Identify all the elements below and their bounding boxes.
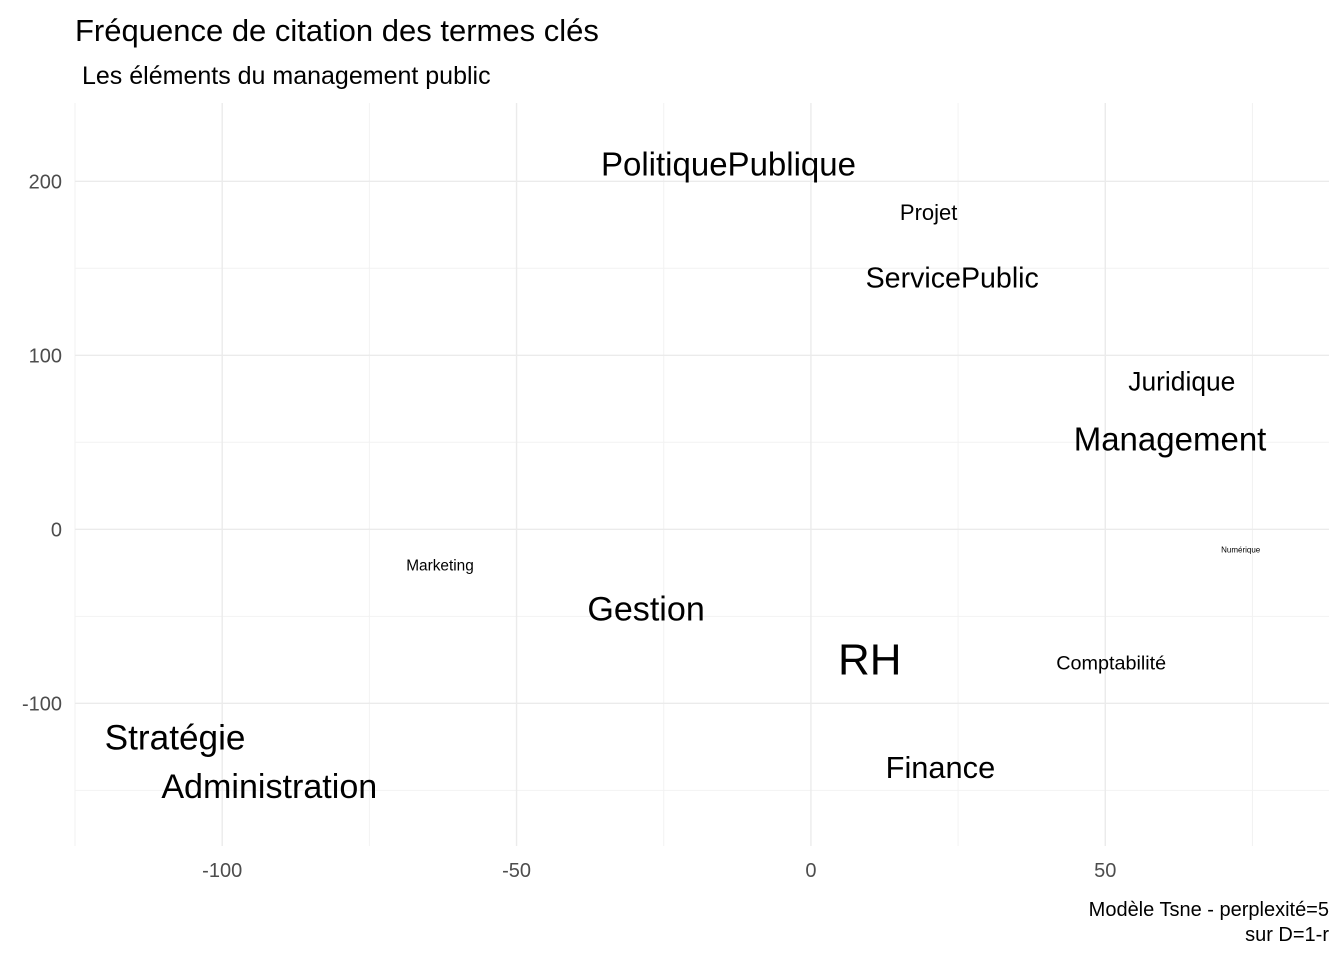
x-tick-label: -50 (502, 860, 531, 882)
word-point: Gestion (587, 590, 704, 628)
y-axis-ticks: -100 0 100 200 (22, 171, 62, 715)
word-point: RH (838, 635, 902, 684)
y-tick-label: 0 (51, 519, 62, 541)
y-tick-label: 100 (29, 345, 62, 367)
chart-subtitle: Les éléments du management public (82, 62, 491, 90)
word-point: Marketing (406, 557, 474, 574)
word-point: Comptabilité (1056, 652, 1166, 674)
y-tick-label: -100 (22, 693, 62, 715)
caption-line-1: Modèle Tsne - perplexité=5 (1089, 899, 1329, 921)
x-tick-label: 50 (1094, 860, 1116, 882)
chart-title: Fréquence de citation des termes clés (75, 13, 599, 48)
y-tick-label: 200 (29, 171, 62, 193)
x-tick-label: -100 (202, 860, 242, 882)
word-point: PolitiquePublique (601, 145, 856, 182)
word-point: Management (1074, 420, 1267, 457)
words: PolitiquePublique Projet ServicePublic Juri… (105, 145, 1267, 805)
grid (74, 103, 1329, 846)
word-point: Finance (886, 750, 996, 785)
word-point: Stratégie (105, 719, 246, 758)
word-point: Juridique (1128, 366, 1235, 396)
word-point: Administration (161, 768, 377, 806)
caption-line-2: sur D=1-r (1245, 924, 1329, 946)
x-tick-label: 0 (805, 860, 816, 882)
word-point: ServicePublic (866, 263, 1039, 295)
x-axis-ticks: -100 -50 0 50 (202, 860, 1116, 882)
word-point: Projet (900, 200, 957, 225)
word-point: Numérique (1221, 546, 1261, 555)
